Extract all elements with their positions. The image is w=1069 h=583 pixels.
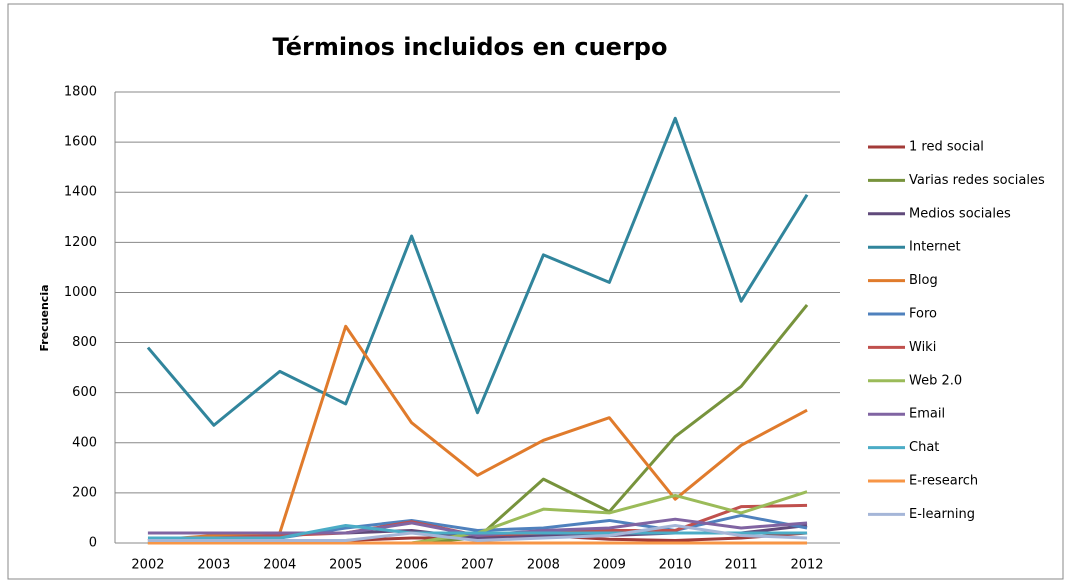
chart-border [7, 3, 1064, 580]
y-tick-label: 1600 [64, 135, 97, 150]
legend-label: Web 2.0 [909, 373, 962, 388]
x-tick-label: 2003 [197, 558, 230, 573]
x-tick-label: 2009 [593, 558, 626, 573]
x-tick-label: 2005 [329, 558, 362, 573]
x-tick-label: 2002 [131, 558, 164, 573]
y-tick-label: 400 [72, 435, 97, 450]
y-tick-label: 1400 [64, 185, 97, 200]
y-tick-label: 1000 [64, 285, 97, 300]
legend-label: Varias redes sociales [909, 173, 1045, 188]
series-line [147, 523, 808, 542]
x-tick-label: 2007 [461, 558, 494, 573]
x-tick-label: 2008 [527, 558, 560, 573]
y-tick-label: 0 [89, 536, 97, 551]
y-tick-label: 800 [72, 335, 97, 350]
legend-label: Email [909, 407, 945, 422]
y-tick-label: 200 [72, 485, 97, 500]
series-line [147, 523, 808, 540]
x-tick-label: 2010 [659, 558, 692, 573]
legend-label: Foro [909, 307, 937, 322]
series-line [147, 517, 808, 537]
y-tick-label: 600 [72, 385, 97, 400]
x-tick-label: 2006 [395, 558, 428, 573]
x-tick-label: 2012 [790, 558, 823, 573]
legend-label: E-research [909, 474, 978, 489]
y-tick-label: 1200 [64, 235, 97, 250]
legend-label: E-learning [909, 507, 975, 522]
legend-label: Blog [909, 273, 938, 288]
legend-label: Wiki [909, 340, 936, 355]
y-tick-label: 1800 [64, 85, 97, 100]
legend-label: Chat [909, 440, 939, 455]
y-axis-label: Frecuencia [38, 284, 51, 351]
legend-label: 1 red social [909, 140, 984, 155]
x-tick-label: 2004 [263, 558, 296, 573]
legend-label: Medios sociales [909, 206, 1011, 221]
chart-title: Términos incluidos en cuerpo [273, 33, 668, 61]
series-line [146, 116, 809, 427]
x-tick-label: 2011 [725, 558, 758, 573]
legend-label: Internet [909, 240, 961, 255]
